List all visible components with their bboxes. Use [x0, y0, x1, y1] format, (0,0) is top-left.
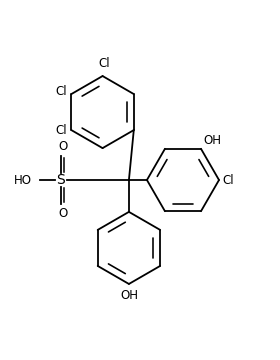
Text: OH: OH — [204, 134, 222, 147]
Text: Cl: Cl — [98, 58, 110, 71]
Text: O: O — [58, 140, 67, 153]
Text: OH: OH — [120, 289, 138, 302]
Text: Cl: Cl — [56, 85, 67, 98]
Text: Cl: Cl — [56, 123, 67, 136]
Text: S: S — [57, 173, 65, 187]
Text: HO: HO — [14, 174, 32, 186]
Text: O: O — [58, 207, 67, 220]
Text: Cl: Cl — [222, 174, 234, 186]
